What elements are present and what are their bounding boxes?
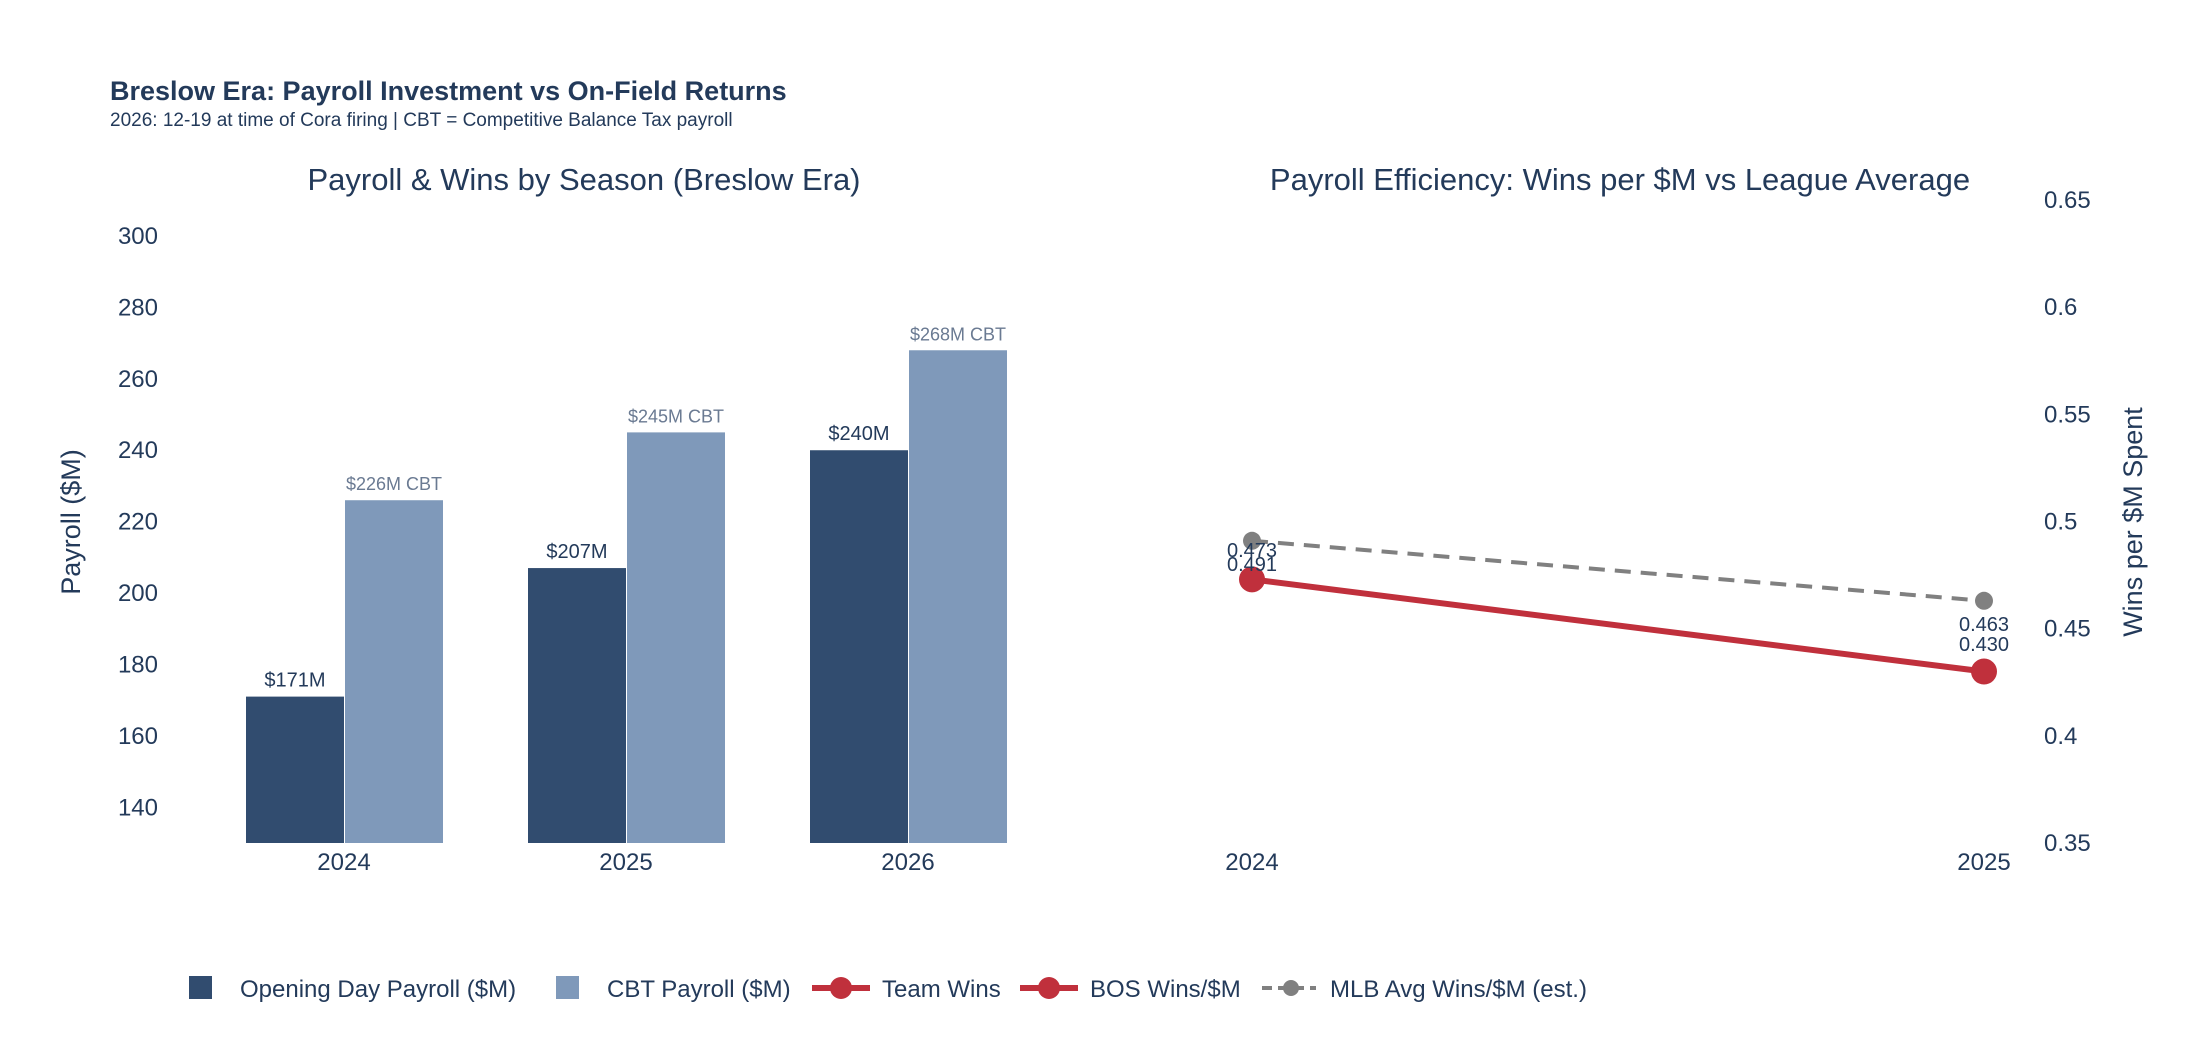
legend-swatch-cbt	[556, 976, 579, 999]
line-x-tick-label: 2025	[1957, 849, 2010, 876]
legend-label-team-wins: Team Wins	[882, 976, 1001, 1003]
legend-swatch-opening-day	[189, 976, 212, 999]
bar-y-tick-label: 200	[118, 580, 158, 607]
line-bos-wins-per-m	[1251, 576, 1985, 675]
line-data-label-bos: 0.430	[1959, 634, 2009, 656]
bar-opening-day-payroll	[246, 696, 344, 843]
bar-chart-title: Payroll & Wins by Season (Breslow Era)	[307, 162, 860, 197]
legend-marker-team-wins	[830, 977, 852, 999]
bar-x-tick-label: 2025	[599, 849, 652, 876]
legend-label-opening-day: Opening Day Payroll ($M)	[240, 976, 516, 1003]
bar-chart-panel: Payroll & Wins by Season (Breslow Era) P…	[56, 162, 1007, 876]
line-data-label-mlb-avg: 0.491	[1227, 554, 1277, 576]
line-chart-title: Payroll Efficiency: Wins per $M vs Leagu…	[1270, 162, 1970, 197]
line-chart-panel: Payroll Efficiency: Wins per $M vs Leagu…	[1225, 162, 2148, 876]
line-y-tick-label: 0.6	[2044, 294, 2077, 321]
line-data-label-bos: 0.473	[1227, 540, 1277, 562]
line-y-tick-label: 0.65	[2044, 187, 2091, 214]
bar-data-label-cbt: $226M CBT	[346, 474, 442, 494]
bar-x-tick-label: 2026	[881, 849, 934, 876]
bar-y-tick-label: 160	[118, 723, 158, 750]
line-y-tick-label: 0.45	[2044, 616, 2091, 643]
legend-label-mlb-avg: MLB Avg Wins/$M (est.)	[1330, 976, 1587, 1003]
bar-data-label-opening-day: $240M	[828, 423, 889, 445]
bar-data-label-opening-day: $171M	[264, 670, 325, 692]
point-mlb-avg	[1975, 591, 1993, 610]
bar-cbt-payroll	[909, 350, 1007, 843]
bar-cbt-payroll	[627, 432, 725, 843]
bar-y-tick-label: 140	[118, 794, 158, 821]
bar-data-label-cbt: $268M CBT	[910, 324, 1006, 344]
line-y-tick-label: 0.35	[2044, 830, 2091, 857]
bar-y-tick-label: 280	[118, 294, 158, 321]
legend-marker-bos-wins-per-m	[1038, 977, 1060, 999]
bar-cbt-payroll	[345, 500, 443, 843]
bar-y-tick-label: 260	[118, 366, 158, 393]
bar-opening-day-payroll	[810, 450, 908, 843]
line-y-tick-label: 0.5	[2044, 509, 2077, 536]
figure-subtitle: 2026: 12-19 at time of Cora firing | CBT…	[110, 110, 733, 131]
bar-data-label-opening-day: $207M	[546, 541, 607, 563]
bar-y-tick-label: 300	[118, 223, 158, 250]
legend-label-bos-wins-per-m: BOS Wins/$M	[1090, 976, 1241, 1003]
line-mlb-avg-wins-per-m	[1251, 538, 1985, 603]
bar-opening-day-payroll	[528, 568, 626, 843]
line-y-tick-label: 0.55	[2044, 401, 2091, 428]
legend-label-cbt: CBT Payroll ($M)	[607, 976, 791, 1003]
figure-title: Breslow Era: Payroll Investment vs On-Fi…	[110, 76, 787, 106]
line-chart-y-axis-label: Wins per $M Spent	[2118, 407, 2148, 637]
point-bos	[1971, 658, 1997, 685]
line-y-tick-label: 0.4	[2044, 723, 2077, 750]
bar-y-tick-label: 220	[118, 509, 158, 536]
bar-chart-y-axis-label: Payroll ($M)	[56, 449, 86, 595]
point-mlb-avg	[1243, 531, 1261, 550]
legend-marker-mlb-avg	[1283, 980, 1299, 996]
bar-data-label-cbt: $245M CBT	[628, 406, 724, 426]
point-bos	[1239, 566, 1265, 593]
bar-x-tick-label: 2024	[317, 849, 370, 876]
line-data-label-mlb-avg: 0.463	[1959, 614, 2009, 636]
bar-y-tick-label: 180	[118, 651, 158, 678]
line-x-tick-label: 2024	[1225, 849, 1278, 876]
bar-y-tick-label: 240	[118, 437, 158, 464]
legend: Opening Day Payroll ($M) CBT Payroll ($M…	[189, 976, 1587, 1003]
